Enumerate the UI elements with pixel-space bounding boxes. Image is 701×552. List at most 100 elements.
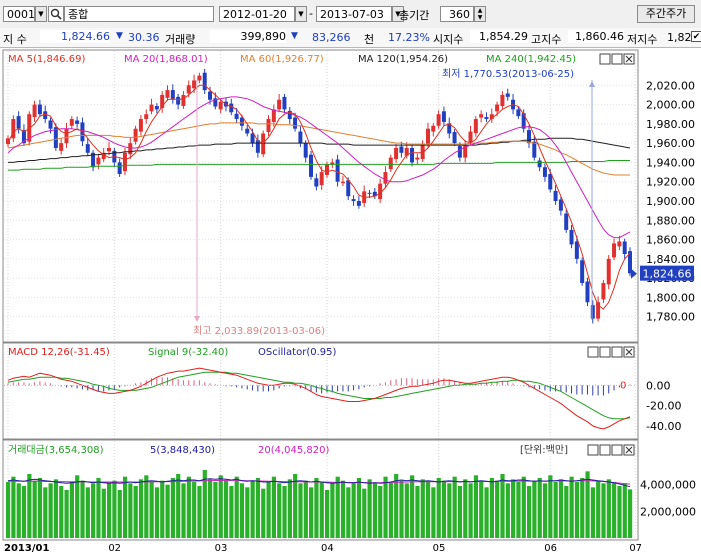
- volume-bar: [521, 476, 526, 538]
- candle-body: [580, 260, 585, 283]
- volume-bar: [457, 486, 463, 538]
- candle-body: [425, 128, 430, 144]
- volume-bar: [410, 475, 415, 538]
- volume-bar: [303, 480, 308, 538]
- candle-body: [91, 152, 96, 168]
- panel-setting-icon[interactable]: [599, 53, 611, 65]
- candle-body: [420, 145, 425, 160]
- candle-body: [208, 91, 213, 100]
- volume-bar: [85, 487, 90, 538]
- close-icon: [625, 348, 633, 356]
- volume-bar: [542, 483, 548, 538]
- period-spinner[interactable]: ▲ ▼: [474, 6, 486, 22]
- stock-code-dropdown[interactable]: ▼: [35, 6, 47, 22]
- checkbox[interactable]: ✔: [691, 31, 701, 42]
- volume-bar: [176, 474, 181, 538]
- panel-setting-icon[interactable]: [587, 346, 599, 358]
- candle-body: [330, 162, 335, 165]
- candle-body: [202, 72, 207, 91]
- candle-body: [537, 160, 542, 168]
- candle-body: [372, 191, 377, 197]
- volume-bar: [378, 486, 383, 538]
- panel-resize-icon[interactable]: [611, 53, 623, 65]
- current-price-arrow: [631, 268, 637, 279]
- annotation-high: 최고 2,033.89(2013-03-06): [193, 325, 325, 337]
- candle-body: [117, 162, 122, 174]
- candle-body: [6, 138, 10, 145]
- panel-resize-icon[interactable]: [611, 444, 623, 456]
- stock-code-input[interactable]: 0001: [3, 6, 35, 22]
- volume-bar: [170, 478, 176, 538]
- weekly-price-button[interactable]: 주간주가: [637, 5, 695, 23]
- macd-panel-controls: [587, 346, 635, 358]
- candle-body: [75, 120, 80, 124]
- candle-body: [64, 128, 69, 144]
- volume-unit-label: [단위:백만]: [520, 443, 568, 456]
- volume-bar: [468, 483, 473, 538]
- volume-bar: [362, 488, 367, 538]
- volume-bar: [558, 479, 564, 538]
- volume-bar: [511, 479, 516, 538]
- ma120-line: [8, 137, 631, 163]
- candle-body: [436, 114, 441, 126]
- end-date-dropdown[interactable]: ▼: [392, 6, 404, 22]
- candle-body: [542, 167, 547, 177]
- volume-bar: [144, 475, 149, 538]
- candle-body: [250, 133, 255, 144]
- candle-body: [144, 114, 149, 120]
- panel-minimize-icon[interactable]: [599, 444, 611, 456]
- volume-bar: [436, 478, 441, 538]
- volume-bar: [500, 474, 505, 538]
- current-price-label: 1,824.66: [643, 268, 692, 281]
- legend-vol-ma5: 5(3,848,430): [150, 445, 215, 456]
- volume-bar: [473, 475, 479, 538]
- candle-body: [245, 128, 250, 134]
- candle-body: [181, 94, 186, 107]
- search-button[interactable]: [48, 6, 64, 22]
- macd-tick-label: 0.00: [646, 379, 671, 392]
- end-date-input[interactable]: 2013-07-03: [316, 6, 392, 22]
- panel-setting-icon[interactable]: [587, 444, 599, 456]
- price-tick-label: 1,780.00: [646, 311, 695, 324]
- high-value: 1,860.46: [568, 30, 624, 43]
- candle-body: [282, 96, 287, 110]
- candle-body: [601, 282, 606, 300]
- volume-bar: [431, 487, 436, 538]
- volume-bar: [548, 475, 553, 538]
- volume-bar: [96, 478, 101, 538]
- start-date-input[interactable]: 2012-01-20: [219, 6, 295, 22]
- volume-bar: [495, 480, 500, 538]
- volume-bar: [394, 474, 399, 538]
- volume-bar: [133, 486, 138, 538]
- close-icon: [625, 446, 633, 454]
- candle-body: [500, 94, 505, 107]
- candle-body: [548, 174, 553, 190]
- candle-body: [404, 147, 409, 156]
- volume-bar: [383, 476, 388, 538]
- candle-body: [340, 181, 345, 184]
- volume-bar: [287, 479, 292, 538]
- open-label: 시지수: [433, 33, 464, 46]
- volume-bar: [447, 483, 452, 538]
- candle-body: [197, 75, 202, 81]
- candle-body: [564, 213, 569, 230]
- volume-bar: [197, 486, 202, 538]
- volume-bar: [612, 482, 617, 538]
- volume-bar: [21, 486, 27, 538]
- volume-bar: [91, 483, 96, 538]
- candle-body: [596, 302, 601, 319]
- candle-body: [526, 130, 531, 144]
- volume-bar: [617, 486, 622, 538]
- panel-minimize-icon[interactable]: [599, 346, 611, 358]
- candle-body: [43, 111, 48, 120]
- start-date-dropdown[interactable]: ▼: [295, 6, 307, 22]
- candle-body: [21, 130, 26, 144]
- candle-body: [516, 109, 521, 117]
- period-count-input[interactable]: 360: [440, 6, 474, 22]
- panel-resize-icon[interactable]: [611, 346, 623, 358]
- candle-body: [170, 90, 175, 100]
- macd-series: [4, 367, 637, 430]
- volume-bar: [261, 488, 266, 538]
- volume-bar: [606, 479, 611, 538]
- candle-body: [149, 104, 154, 112]
